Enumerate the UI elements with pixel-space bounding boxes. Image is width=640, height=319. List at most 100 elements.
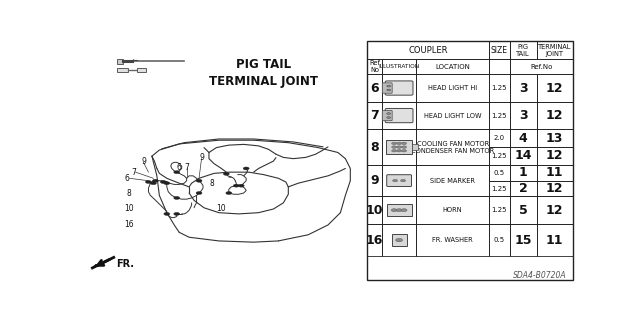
Bar bbox=[509, 74, 536, 102]
Bar bbox=[536, 197, 573, 224]
Circle shape bbox=[196, 179, 202, 182]
Bar bbox=[416, 129, 489, 165]
Text: FR. WASHER: FR. WASHER bbox=[432, 237, 473, 243]
Text: 6: 6 bbox=[177, 163, 182, 172]
Text: FR.: FR. bbox=[116, 258, 134, 269]
Text: ILLUSTRATION: ILLUSTRATION bbox=[378, 64, 420, 69]
Text: 8: 8 bbox=[370, 141, 379, 153]
Bar bbox=[489, 41, 509, 59]
Text: 1.25: 1.25 bbox=[492, 207, 508, 213]
Text: 8: 8 bbox=[126, 189, 131, 197]
Bar bbox=[489, 224, 509, 256]
Circle shape bbox=[387, 89, 390, 91]
Text: 8: 8 bbox=[209, 179, 214, 188]
Bar bbox=[489, 74, 509, 102]
Text: 10: 10 bbox=[124, 204, 133, 213]
Bar bbox=[382, 224, 416, 256]
Bar bbox=[489, 102, 509, 129]
Polygon shape bbox=[92, 264, 99, 268]
Circle shape bbox=[397, 146, 401, 148]
Circle shape bbox=[173, 197, 180, 199]
Bar bbox=[509, 224, 536, 256]
Text: 15: 15 bbox=[515, 234, 532, 247]
Circle shape bbox=[397, 150, 401, 152]
Bar bbox=[536, 129, 573, 147]
Circle shape bbox=[401, 179, 406, 182]
Bar bbox=[382, 165, 416, 197]
Text: 7: 7 bbox=[131, 168, 136, 177]
Text: 9: 9 bbox=[370, 174, 379, 187]
FancyBboxPatch shape bbox=[382, 83, 392, 93]
Bar bbox=[367, 224, 382, 256]
Bar bbox=[509, 41, 536, 59]
Bar bbox=[536, 224, 573, 256]
Text: 1.25: 1.25 bbox=[492, 186, 508, 191]
Circle shape bbox=[391, 209, 397, 211]
Text: 12: 12 bbox=[546, 82, 563, 94]
Bar bbox=[367, 102, 382, 129]
Text: Ref.No: Ref.No bbox=[530, 64, 552, 70]
Circle shape bbox=[401, 146, 406, 148]
Text: 10: 10 bbox=[216, 204, 226, 213]
Circle shape bbox=[150, 182, 156, 185]
FancyBboxPatch shape bbox=[385, 81, 413, 95]
Bar bbox=[382, 197, 416, 224]
Text: 3: 3 bbox=[519, 109, 527, 122]
Bar bbox=[509, 129, 536, 147]
Bar bbox=[416, 197, 489, 224]
Bar bbox=[387, 204, 412, 216]
Bar bbox=[509, 197, 536, 224]
Bar bbox=[509, 147, 536, 165]
Circle shape bbox=[145, 181, 152, 183]
Text: 2.0: 2.0 bbox=[494, 135, 505, 141]
Bar bbox=[386, 140, 413, 154]
Text: 7: 7 bbox=[184, 163, 189, 172]
Text: 11: 11 bbox=[546, 234, 563, 247]
Bar bbox=[413, 144, 419, 150]
Circle shape bbox=[401, 209, 407, 211]
Circle shape bbox=[392, 146, 397, 148]
Text: 0.5: 0.5 bbox=[494, 237, 505, 243]
Circle shape bbox=[164, 182, 170, 185]
Circle shape bbox=[401, 150, 406, 152]
Bar bbox=[382, 129, 416, 165]
Text: 3: 3 bbox=[519, 82, 527, 94]
Bar bbox=[489, 59, 509, 74]
Text: 9: 9 bbox=[141, 157, 146, 166]
Bar bbox=[536, 102, 573, 129]
Bar bbox=[536, 181, 573, 197]
Circle shape bbox=[401, 142, 406, 145]
Text: 10: 10 bbox=[365, 204, 383, 217]
Bar bbox=[509, 165, 536, 181]
Circle shape bbox=[392, 150, 397, 152]
Text: 1.25: 1.25 bbox=[492, 85, 508, 91]
Circle shape bbox=[243, 167, 249, 170]
Bar bbox=[416, 59, 489, 74]
Bar bbox=[367, 59, 382, 74]
Bar bbox=[416, 165, 489, 197]
Text: COUPLER: COUPLER bbox=[408, 46, 447, 55]
Circle shape bbox=[226, 191, 232, 195]
Bar bbox=[367, 165, 382, 197]
Circle shape bbox=[173, 212, 180, 215]
Text: HEAD LIGHT LOW: HEAD LIGHT LOW bbox=[424, 113, 481, 119]
Bar bbox=[509, 181, 536, 197]
Bar bbox=[367, 41, 489, 59]
Bar bbox=[367, 41, 573, 280]
Bar bbox=[392, 234, 406, 246]
Circle shape bbox=[397, 142, 401, 145]
Circle shape bbox=[392, 142, 397, 145]
Circle shape bbox=[387, 116, 390, 119]
Text: 6: 6 bbox=[125, 174, 129, 183]
Text: 7: 7 bbox=[370, 109, 379, 122]
Bar bbox=[489, 197, 509, 224]
Text: COOLING FAN MOTOR
CONDENSER FAN MOTOR: COOLING FAN MOTOR CONDENSER FAN MOTOR bbox=[411, 141, 494, 153]
Text: TERMINAL JOINT: TERMINAL JOINT bbox=[209, 75, 318, 88]
Bar bbox=[489, 129, 509, 147]
Bar bbox=[536, 165, 573, 181]
Circle shape bbox=[387, 85, 390, 87]
Bar bbox=[509, 59, 573, 74]
Bar bbox=[489, 147, 509, 165]
Text: 5: 5 bbox=[519, 204, 527, 217]
Bar bbox=[367, 74, 382, 102]
